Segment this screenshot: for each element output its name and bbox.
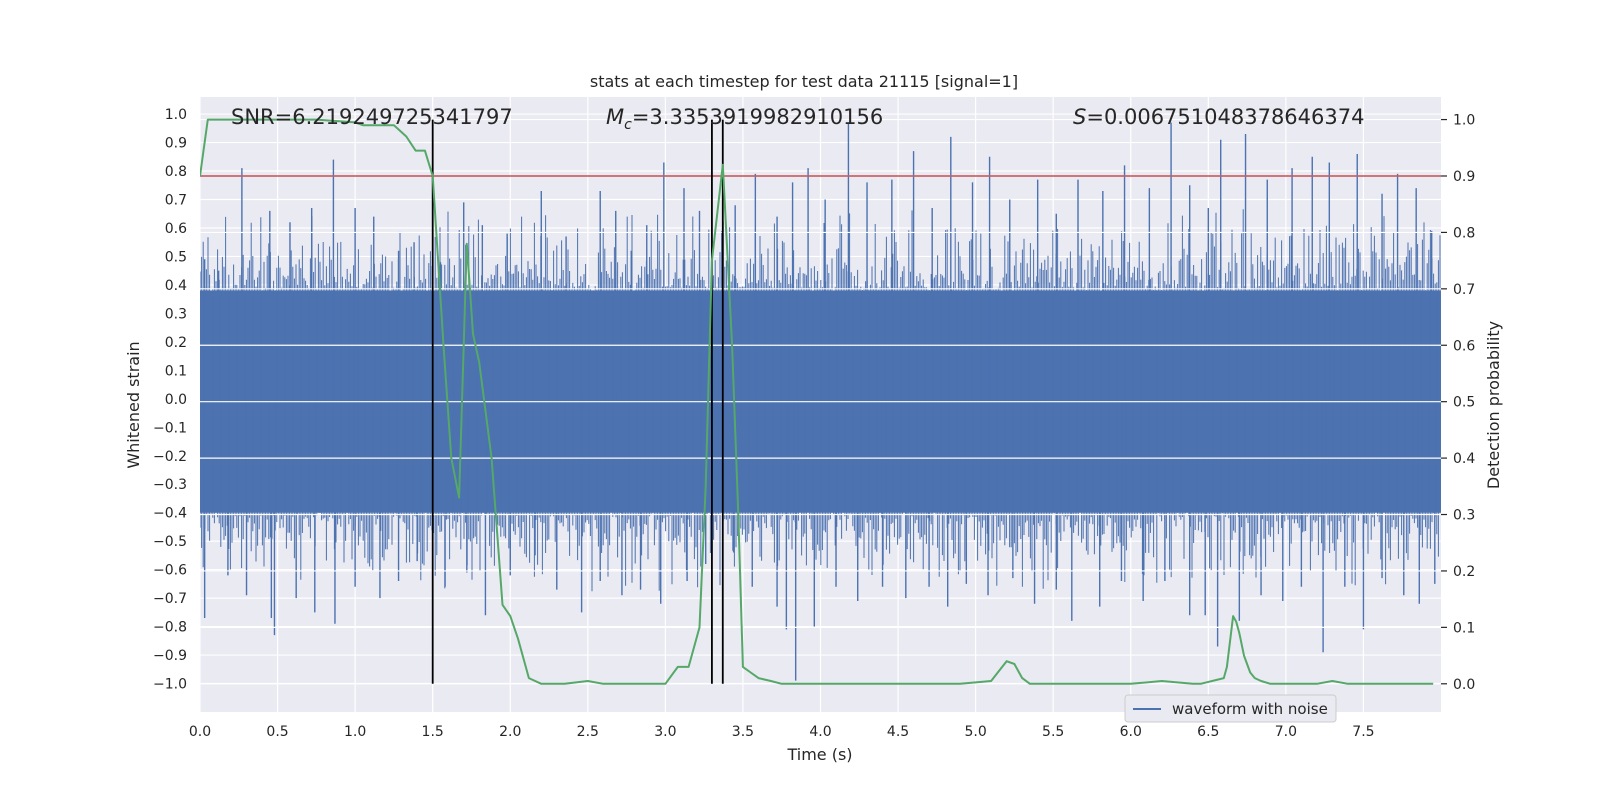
- x-tick-label: 2.5: [577, 724, 599, 740]
- left-tick-label: 0.0: [165, 392, 187, 408]
- x-tick-label: 6.5: [1197, 724, 1219, 740]
- right-axis-label: Detection probability: [1484, 321, 1503, 489]
- left-tick-label: 0.7: [165, 193, 187, 209]
- right-tick-label: 0.8: [1453, 225, 1475, 241]
- x-tick-label: 0.5: [266, 724, 288, 740]
- right-tick-label: 0.9: [1453, 169, 1475, 185]
- s-value: =0.006751048378646374: [1086, 105, 1364, 129]
- left-tick-label: 0.5: [165, 249, 187, 265]
- x-tick-label: 1.0: [344, 724, 366, 740]
- x-tick-label: 7.0: [1275, 724, 1297, 740]
- right-tick-label: 1.0: [1453, 113, 1475, 129]
- s-annotation: S=0.006751048378646374: [1073, 105, 1364, 129]
- x-tick-label: 4.5: [887, 724, 909, 740]
- left-tick-label: 1.0: [165, 107, 187, 123]
- probability-line: [200, 118, 1434, 685]
- chirp-mass-value: =3.3353919982910156: [632, 105, 883, 129]
- x-tick-label: 6.0: [1120, 724, 1142, 740]
- left-tick-label: −0.1: [153, 420, 187, 436]
- x-tick-label: 4.0: [809, 724, 831, 740]
- left-tick-label: −0.6: [153, 563, 187, 579]
- right-tick-label: 0.7: [1453, 282, 1475, 298]
- x-tick-label: 2.0: [499, 724, 521, 740]
- right-tick-label: 0.1: [1453, 620, 1475, 636]
- left-tick-label: 0.6: [165, 221, 187, 237]
- left-tick-label: −0.4: [153, 506, 187, 522]
- x-tick-label: 5.5: [1042, 724, 1064, 740]
- left-tick-label: 0.8: [165, 164, 187, 180]
- left-axis-ticks: 1.0 0.9 0.8 0.7 0.6 0.5 0.4 0.3 0.2 0.1 0.0 −0.1 −0.…: [153, 107, 187, 692]
- left-tick-label: −0.9: [153, 648, 187, 664]
- x-tick-label: 1.5: [422, 724, 444, 740]
- legend: waveform with noise: [1124, 694, 1337, 723]
- x-axis-ticks: 0.0 0.5 1.0 1.5 2.0 2.5 3.0 3.5 4.0 4.5 5.0 5.5 6.0 6…: [189, 724, 1375, 740]
- chart-title: stats at each timestep for test data 211…: [590, 72, 1018, 91]
- left-tick-label: −0.2: [153, 449, 187, 465]
- left-tick-label: −0.3: [153, 477, 187, 493]
- legend-label: waveform with noise: [1172, 700, 1328, 718]
- vertical-marker-lines: [431, 119, 724, 684]
- x-tick-label: 3.5: [732, 724, 754, 740]
- left-tick-label: 0.2: [165, 335, 187, 351]
- left-tick-label: 0.3: [165, 306, 187, 322]
- right-tick-label: 0.2: [1453, 564, 1475, 580]
- chirp-mass-subscript: c: [624, 117, 632, 133]
- left-tick-label: −0.7: [153, 591, 187, 607]
- right-tick-label: 0.0: [1453, 677, 1475, 693]
- x-tick-label: 3.0: [654, 724, 676, 740]
- left-tick-label: −0.8: [153, 620, 187, 636]
- snr-annotation: SNR=6.219249725341797: [231, 105, 513, 129]
- right-axis-gridlines: [200, 118, 1441, 685]
- left-tick-label: 0.1: [165, 363, 187, 379]
- legend-box: [1124, 694, 1337, 723]
- x-tick-label: 0.0: [189, 724, 211, 740]
- x-axis-label: Time (s): [786, 745, 852, 764]
- probability-series: [200, 118, 1434, 685]
- left-tick-label: −1.0: [153, 677, 187, 693]
- right-tick-label: 0.6: [1453, 338, 1475, 354]
- x-tick-label: 7.5: [1352, 724, 1374, 740]
- left-tick-label: 0.4: [165, 278, 187, 294]
- right-axis-ticks: 1.0 0.9 0.8 0.7 0.6 0.5 0.4 0.3 0.2 0.1 0.0: [1441, 113, 1475, 693]
- chirp-mass-symbol: M: [606, 105, 624, 129]
- right-tick-label: 0.3: [1453, 508, 1475, 524]
- left-tick-label: −0.5: [153, 534, 187, 550]
- x-tick-label: 5.0: [964, 724, 986, 740]
- right-tick-label: 0.4: [1453, 451, 1475, 467]
- left-tick-label: 0.9: [165, 136, 187, 152]
- right-tick-label: 0.5: [1453, 395, 1475, 411]
- chirp-mass-annotation: Mc=3.3353919982910156: [606, 105, 883, 133]
- s-symbol: S: [1073, 105, 1086, 129]
- left-axis-label: Whitened strain: [124, 341, 143, 468]
